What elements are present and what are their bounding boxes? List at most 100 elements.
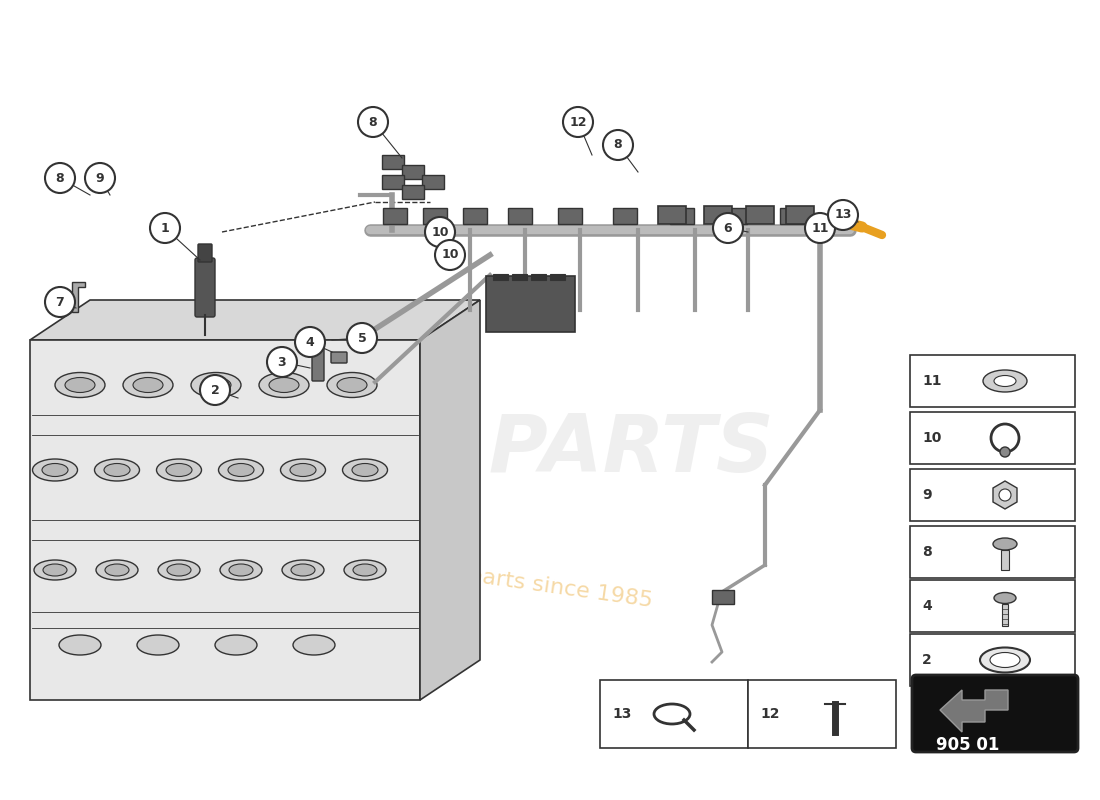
Polygon shape [72,282,85,312]
Ellipse shape [201,378,231,393]
Ellipse shape [292,564,315,576]
FancyBboxPatch shape [424,208,447,224]
Text: 12: 12 [760,707,780,721]
FancyBboxPatch shape [558,208,582,224]
Circle shape [713,213,743,243]
Bar [910,469,1075,521]
FancyBboxPatch shape [512,274,527,280]
FancyBboxPatch shape [463,208,487,224]
FancyBboxPatch shape [746,206,774,224]
Polygon shape [30,300,480,340]
Text: 2: 2 [922,653,932,667]
Text: 13: 13 [612,707,631,721]
Ellipse shape [344,560,386,580]
Ellipse shape [96,560,138,580]
Ellipse shape [65,378,95,393]
Ellipse shape [337,378,367,393]
Text: 9: 9 [922,488,932,502]
FancyBboxPatch shape [382,155,404,169]
Circle shape [150,213,180,243]
Circle shape [603,130,632,160]
FancyBboxPatch shape [508,208,532,224]
Circle shape [346,323,377,353]
Text: 11: 11 [812,222,828,234]
Ellipse shape [219,459,264,481]
Bar [1002,604,1008,626]
Text: 6: 6 [724,222,733,234]
Ellipse shape [133,378,163,393]
Ellipse shape [993,538,1018,550]
Ellipse shape [990,653,1020,667]
Text: 10: 10 [431,226,449,238]
Text: 905 01: 905 01 [936,736,1000,754]
FancyBboxPatch shape [613,208,637,224]
FancyBboxPatch shape [786,206,814,224]
Ellipse shape [228,463,254,477]
FancyBboxPatch shape [486,276,575,332]
Bar [910,526,1075,578]
Ellipse shape [293,635,336,655]
Ellipse shape [342,459,387,481]
Circle shape [45,163,75,193]
Ellipse shape [33,459,77,481]
Text: 3: 3 [277,355,286,369]
Ellipse shape [138,635,179,655]
Ellipse shape [994,593,1016,603]
Ellipse shape [42,463,68,477]
Text: 2: 2 [210,383,219,397]
Text: 4: 4 [922,599,932,613]
Bar [910,412,1075,464]
Ellipse shape [191,373,241,398]
Ellipse shape [983,370,1027,392]
Circle shape [434,240,465,270]
Circle shape [200,375,230,405]
Ellipse shape [123,373,173,398]
FancyBboxPatch shape [670,208,694,224]
Ellipse shape [104,463,130,477]
Bar [910,355,1075,407]
FancyBboxPatch shape [331,352,346,363]
FancyBboxPatch shape [312,341,324,381]
Ellipse shape [352,463,378,477]
Text: 13: 13 [834,209,851,222]
Ellipse shape [994,375,1016,386]
Text: 8: 8 [56,171,64,185]
Ellipse shape [104,564,129,576]
FancyBboxPatch shape [493,274,508,280]
Ellipse shape [290,463,316,477]
Ellipse shape [220,560,262,580]
FancyBboxPatch shape [195,258,214,317]
FancyBboxPatch shape [383,208,407,224]
Ellipse shape [214,635,257,655]
Text: 8: 8 [614,138,623,151]
Ellipse shape [282,560,324,580]
Text: 8: 8 [922,545,932,559]
Ellipse shape [158,560,200,580]
Ellipse shape [980,647,1030,673]
Text: 12: 12 [570,115,586,129]
Ellipse shape [258,373,309,398]
Text: 10: 10 [922,431,942,445]
Text: a parts for parts since 1985: a parts for parts since 1985 [345,549,654,611]
Bar [600,680,748,748]
Circle shape [805,213,835,243]
Ellipse shape [327,373,377,398]
Ellipse shape [270,378,299,393]
FancyBboxPatch shape [422,175,444,189]
FancyBboxPatch shape [780,208,804,224]
FancyBboxPatch shape [382,175,404,189]
Bar [910,580,1075,632]
Text: 1: 1 [161,222,169,234]
Ellipse shape [34,560,76,580]
Circle shape [358,107,388,137]
Ellipse shape [166,463,192,477]
Circle shape [295,327,324,357]
Bar [1001,550,1009,570]
Circle shape [563,107,593,137]
Ellipse shape [353,564,377,576]
Text: ELCO PARTS: ELCO PARTS [227,411,773,489]
Ellipse shape [280,459,326,481]
Ellipse shape [55,373,104,398]
Polygon shape [940,690,1008,732]
Bar [910,634,1075,686]
